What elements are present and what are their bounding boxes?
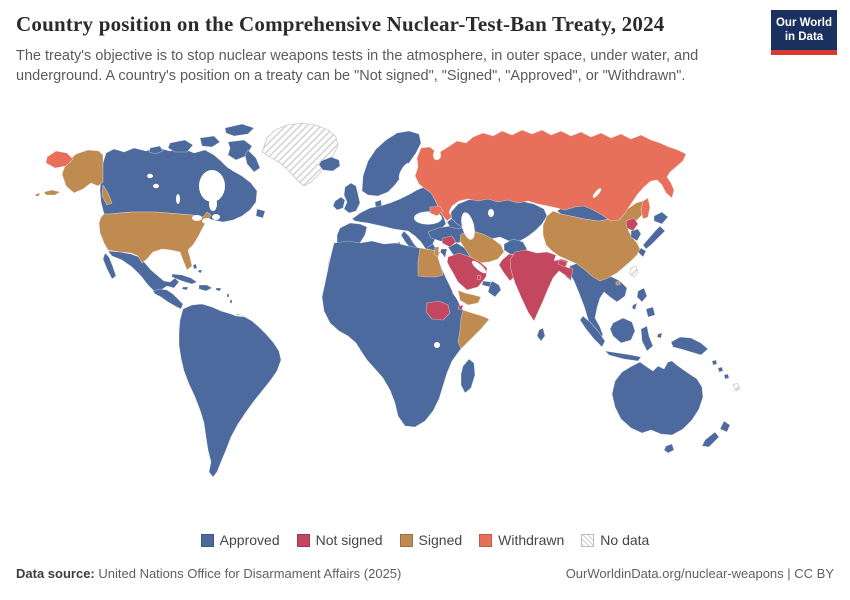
country-canada-baffin-south[interactable] xyxy=(244,149,261,173)
country-russia[interactable] xyxy=(414,129,687,222)
footer: Data source: United Nations Office for D… xyxy=(16,566,834,581)
legend-swatch-no-data xyxy=(581,533,595,547)
country-moluccas[interactable] xyxy=(656,332,663,339)
owid-logo-line2: in Data xyxy=(784,31,824,44)
country-aleutians[interactable] xyxy=(34,189,61,197)
country-taiwan[interactable] xyxy=(629,265,639,278)
legend-item-no-data[interactable]: No data xyxy=(581,532,649,548)
data-source-label: Data source: xyxy=(16,566,95,581)
owid-logo-line1: Our World xyxy=(775,17,832,29)
legend-item-approved[interactable]: Approved xyxy=(200,532,280,548)
legend-item-signed[interactable]: Signed xyxy=(399,532,463,548)
country-alaska[interactable] xyxy=(61,149,104,194)
footer-data-source: Data source: United Nations Office for D… xyxy=(16,566,401,581)
data-source-text: United Nations Office for Disarmament Af… xyxy=(98,566,402,581)
country-syria[interactable] xyxy=(441,235,457,248)
legend-item-not-signed[interactable]: Not signed xyxy=(296,532,383,548)
country-israel[interactable] xyxy=(433,246,440,258)
country-alaska-panhandle[interactable] xyxy=(101,184,113,206)
country-russia-chukotka[interactable] xyxy=(45,150,74,169)
country-united-states[interactable] xyxy=(98,211,212,271)
country-madagascar[interactable] xyxy=(460,358,476,394)
country-new-guinea[interactable] xyxy=(670,336,709,356)
legend-swatch-approved xyxy=(200,533,214,547)
country-south-korea[interactable] xyxy=(630,228,642,242)
country-ireland[interactable] xyxy=(332,196,346,211)
country-somalia[interactable] xyxy=(457,309,490,350)
legend-label-signed: Signed xyxy=(418,532,463,548)
country-bahamas[interactable] xyxy=(192,263,203,274)
owid-logo-box: Our World in Data xyxy=(771,10,837,55)
page-title: Country position on the Comprehensive Nu… xyxy=(16,12,665,36)
country-jamaica[interactable] xyxy=(181,286,189,291)
country-japan-kyushu[interactable] xyxy=(637,247,647,258)
country-canada[interactable] xyxy=(99,147,258,223)
country-south-america[interactable] xyxy=(178,303,282,478)
country-philippines-palawan[interactable] xyxy=(631,302,638,311)
country-cuba[interactable] xyxy=(171,273,198,285)
country-new-zealand-north[interactable] xyxy=(719,420,731,433)
country-north-korea[interactable] xyxy=(625,217,639,232)
country-oman[interactable] xyxy=(487,280,502,298)
country-united-kingdom[interactable] xyxy=(343,182,361,214)
country-iceland[interactable] xyxy=(318,156,341,172)
country-india[interactable] xyxy=(509,249,574,322)
country-canada-victoria-island[interactable] xyxy=(167,139,194,153)
legend-label-approved: Approved xyxy=(219,532,280,548)
country-pacific-islands[interactable] xyxy=(711,359,730,380)
country-djibouti[interactable] xyxy=(457,304,464,311)
country-puerto-rico[interactable] xyxy=(215,287,222,292)
country-sumatra[interactable] xyxy=(579,315,606,348)
country-russia-sakhalin[interactable] xyxy=(640,197,651,220)
legend: Approved Not signed Signed Withdrawn No … xyxy=(0,532,850,548)
country-new-zealand-south[interactable] xyxy=(701,431,720,448)
country-new-caledonia[interactable] xyxy=(732,382,741,392)
chart-subtitle: The treaty's objective is to stop nuclea… xyxy=(16,48,699,85)
country-sri-lanka[interactable] xyxy=(536,327,546,342)
owid-logo[interactable]: Our World in Data xyxy=(771,10,837,55)
country-lesser-antilles[interactable] xyxy=(226,293,233,304)
country-qatar[interactable] xyxy=(476,274,482,281)
country-south-sudan[interactable] xyxy=(425,300,451,321)
chart-header: Country position on the Comprehensive Nu… xyxy=(16,12,766,87)
country-russia-crimea[interactable] xyxy=(429,205,444,217)
country-canada-ellesmere[interactable] xyxy=(224,123,255,137)
country-japan-hokkaido[interactable] xyxy=(653,211,669,225)
country-tasmania[interactable] xyxy=(663,443,675,454)
country-baja[interactable] xyxy=(102,252,117,280)
country-egypt[interactable] xyxy=(417,247,444,278)
country-hainan[interactable] xyxy=(615,280,621,286)
country-australia[interactable] xyxy=(611,360,704,436)
country-bhutan[interactable] xyxy=(557,259,568,268)
country-canada-island[interactable] xyxy=(199,135,221,148)
legend-label-no-data: No data xyxy=(600,532,650,548)
country-yemen[interactable] xyxy=(451,288,482,306)
country-philippines-luzon[interactable] xyxy=(636,287,648,303)
legend-swatch-signed xyxy=(399,533,413,547)
legend-swatch-not-signed xyxy=(296,533,310,547)
footer-link[interactable]: OurWorldinData.org/nuclear-weapons | CC … xyxy=(565,566,834,581)
country-java[interactable] xyxy=(604,350,642,362)
country-central-america[interactable] xyxy=(152,288,184,310)
legend-item-withdrawn[interactable]: Withdrawn xyxy=(479,532,564,548)
country-sulawesi[interactable] xyxy=(640,325,654,352)
country-scandinavia[interactable] xyxy=(361,130,422,197)
country-greenland[interactable] xyxy=(261,122,339,187)
country-japan-honshu[interactable] xyxy=(642,225,666,250)
country-canada-newfoundland[interactable] xyxy=(255,208,266,219)
legend-label-not-signed: Not signed xyxy=(315,532,383,548)
country-borneo[interactable] xyxy=(609,317,636,344)
country-canada-island2[interactable] xyxy=(148,145,164,155)
country-philippines-mindanao[interactable] xyxy=(645,306,656,318)
legend-label-withdrawn: Withdrawn xyxy=(498,532,565,548)
country-hispaniola[interactable] xyxy=(198,284,213,292)
legend-swatch-withdrawn xyxy=(479,533,493,547)
